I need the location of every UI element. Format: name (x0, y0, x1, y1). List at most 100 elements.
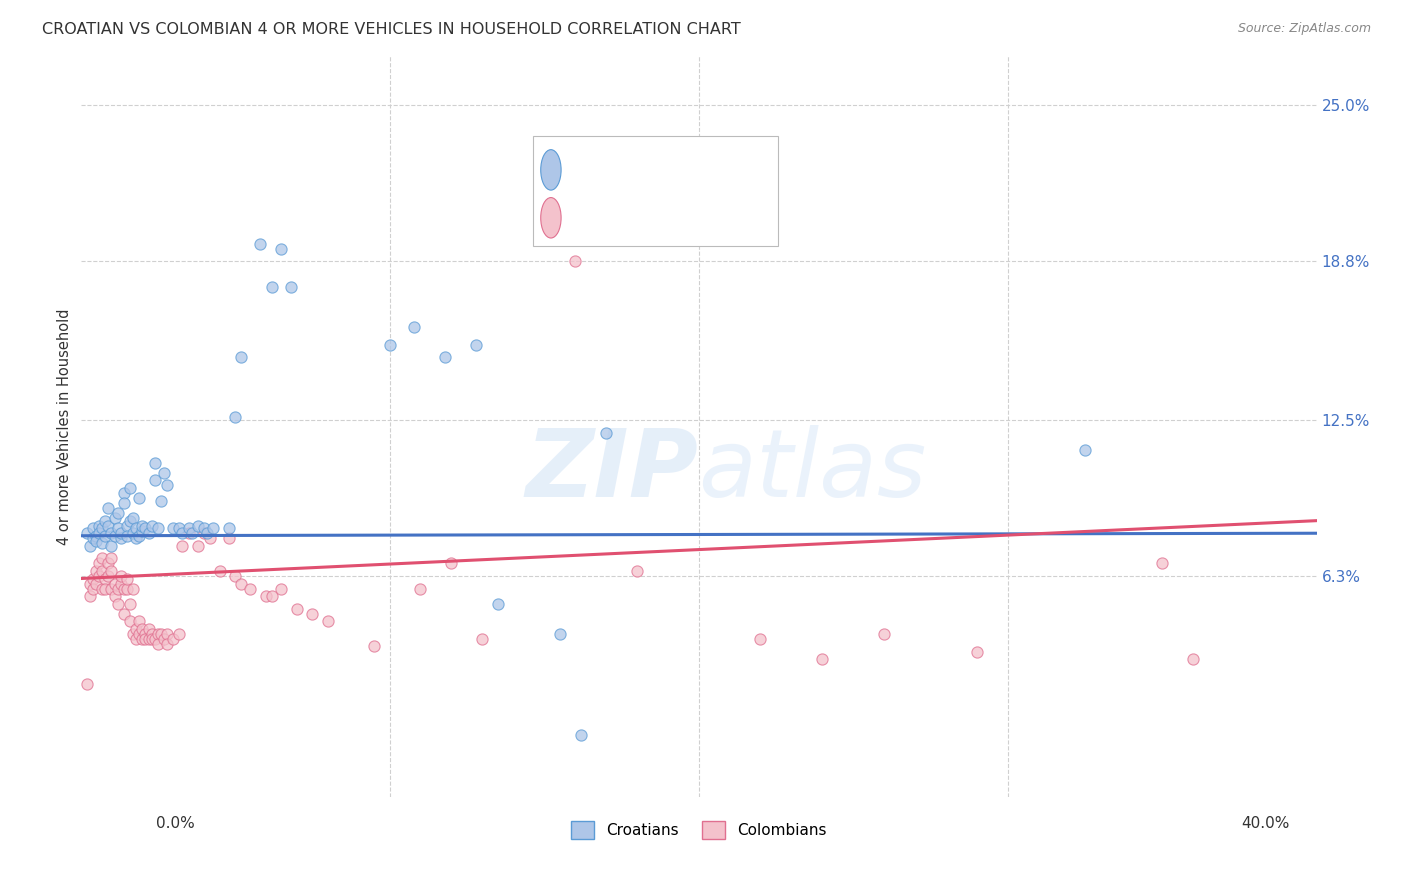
Point (91, 536, 114, 550)
Point (239, 582, 262, 596)
Point (82, 531, 104, 545)
Point (218, 521, 240, 535)
Point (187, 539, 209, 553)
Point (112, 486, 135, 500)
Point (122, 627, 145, 641)
Point (107, 597, 129, 611)
Point (91, 564, 114, 578)
Point (94, 529, 117, 543)
Point (301, 607, 323, 621)
Point (115, 582, 138, 596)
Point (193, 526, 215, 541)
Point (84, 533, 107, 548)
Point (103, 576, 125, 591)
Text: 0.114: 0.114 (600, 211, 648, 226)
Point (125, 531, 148, 545)
Point (112, 496, 135, 510)
Point (87, 569, 110, 583)
Point (966, 644, 988, 658)
Point (110, 526, 132, 541)
Point (180, 526, 202, 541)
Point (177, 526, 200, 541)
Point (280, 279, 302, 293)
Point (316, 615, 339, 629)
Point (149, 627, 172, 641)
Point (84, 564, 107, 578)
Point (471, 632, 494, 646)
Point (254, 589, 277, 603)
Text: 68: 68 (683, 162, 706, 178)
Text: 0.0%: 0.0% (156, 816, 195, 831)
Point (153, 466, 176, 480)
Point (486, 597, 509, 611)
Point (79, 589, 101, 603)
Point (270, 242, 292, 256)
Point (169, 521, 191, 535)
Point (202, 521, 225, 535)
Point (595, 425, 617, 440)
Point (97, 501, 120, 516)
Point (378, 337, 401, 351)
Text: CROATIAN VS COLOMBIAN 4 OR MORE VEHICLES IN HOUSEHOLD CORRELATION CHART: CROATIAN VS COLOMBIAN 4 OR MORE VEHICLES… (42, 22, 741, 37)
Point (97, 518, 120, 533)
Point (749, 632, 772, 646)
Text: Source: ZipAtlas.com: Source: ZipAtlas.com (1237, 22, 1371, 36)
Point (143, 456, 166, 470)
Point (569, 727, 592, 741)
Point (76, 677, 98, 691)
Point (84, 529, 107, 543)
Point (94, 514, 117, 528)
Point (195, 526, 218, 541)
Point (143, 474, 166, 488)
Point (82, 572, 104, 586)
Point (82, 582, 104, 596)
Point (409, 582, 432, 596)
Point (134, 632, 156, 646)
Point (122, 526, 145, 541)
Point (128, 615, 150, 629)
Point (626, 564, 648, 578)
Point (134, 627, 156, 641)
Point (249, 236, 271, 251)
Point (122, 511, 145, 525)
Point (118, 514, 141, 528)
Point (128, 627, 150, 641)
Point (125, 622, 148, 636)
Point (1152, 557, 1174, 571)
Point (110, 531, 132, 545)
Point (76, 526, 98, 541)
Point (285, 601, 308, 615)
Text: R =: R = (569, 162, 602, 178)
Text: atlas: atlas (699, 425, 927, 516)
Point (138, 632, 160, 646)
Point (138, 622, 160, 636)
Point (141, 518, 163, 533)
Point (162, 632, 184, 646)
Point (131, 632, 153, 646)
Point (122, 582, 145, 596)
Point (465, 337, 488, 351)
Text: N =: N = (648, 162, 682, 178)
Y-axis label: 4 or more Vehicles in Household: 4 or more Vehicles in Household (58, 308, 72, 544)
Point (100, 582, 122, 596)
Point (156, 637, 179, 651)
Point (128, 491, 150, 505)
Point (262, 589, 284, 603)
Point (564, 254, 586, 268)
Text: ZIP: ZIP (526, 425, 699, 516)
Point (200, 531, 222, 545)
Point (91, 551, 114, 566)
Point (107, 582, 129, 596)
Text: 79: 79 (683, 211, 706, 226)
Point (118, 481, 141, 495)
Point (115, 572, 138, 586)
Point (193, 521, 215, 535)
Point (112, 607, 135, 621)
Point (103, 511, 125, 525)
Point (82, 521, 104, 535)
Point (218, 531, 240, 545)
Point (87, 518, 110, 533)
Point (94, 572, 117, 586)
Point (1074, 443, 1097, 458)
Point (100, 551, 122, 566)
